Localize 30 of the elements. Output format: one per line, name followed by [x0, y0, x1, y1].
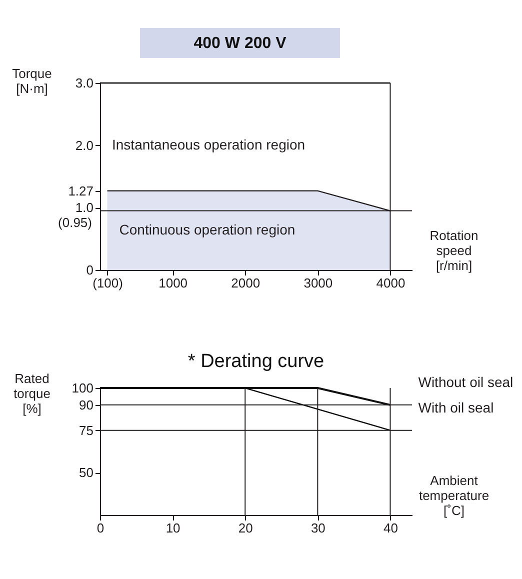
text: Without oil seal	[418, 374, 514, 390]
y-axis-title: Torque [N·m]	[12, 66, 52, 96]
x-tick-label: 2000	[231, 276, 260, 290]
y-tick-label: 90	[79, 397, 94, 412]
chart-title: 400 W 200 V	[194, 35, 287, 52]
y-tick-label: 50	[79, 465, 94, 480]
x-tick-label: 20	[238, 520, 253, 536]
y-axis-title: Rated torque [%]	[14, 371, 50, 416]
y-tick-label: 0	[86, 262, 94, 278]
x-tick-label: (100)	[92, 276, 123, 290]
y-tick-label: 1.0	[75, 200, 94, 216]
ref-line-label: (0.95)	[58, 214, 92, 230]
y-tick-label: 3.0	[75, 76, 94, 90]
x-tick-label: 30	[310, 520, 326, 536]
x-tick-label: 40	[384, 520, 398, 536]
series-label: Continuous operation region	[119, 221, 296, 238]
x-tick-label: 3000	[304, 276, 333, 290]
y-tick-label: 1.27	[68, 183, 94, 198]
x-tick-label: 4000	[376, 276, 406, 290]
x-tick-label: 10	[166, 520, 180, 536]
x-tick-label: 1000	[158, 276, 188, 290]
text: With oil seal	[418, 399, 494, 416]
x-axis-title: Rotation speed [r/min]	[430, 228, 478, 273]
x-axis-title: Ambient temperature [˚C]	[418, 473, 490, 518]
annotation: Instantaneous operation region	[112, 136, 306, 152]
x-tick-label: 0	[96, 520, 104, 536]
y-tick-label: 75	[79, 422, 94, 438]
chart-title: * Derating curve	[188, 351, 324, 372]
y-tick-label: 100	[72, 380, 94, 396]
y-tick-label: 2.0	[75, 138, 94, 153]
